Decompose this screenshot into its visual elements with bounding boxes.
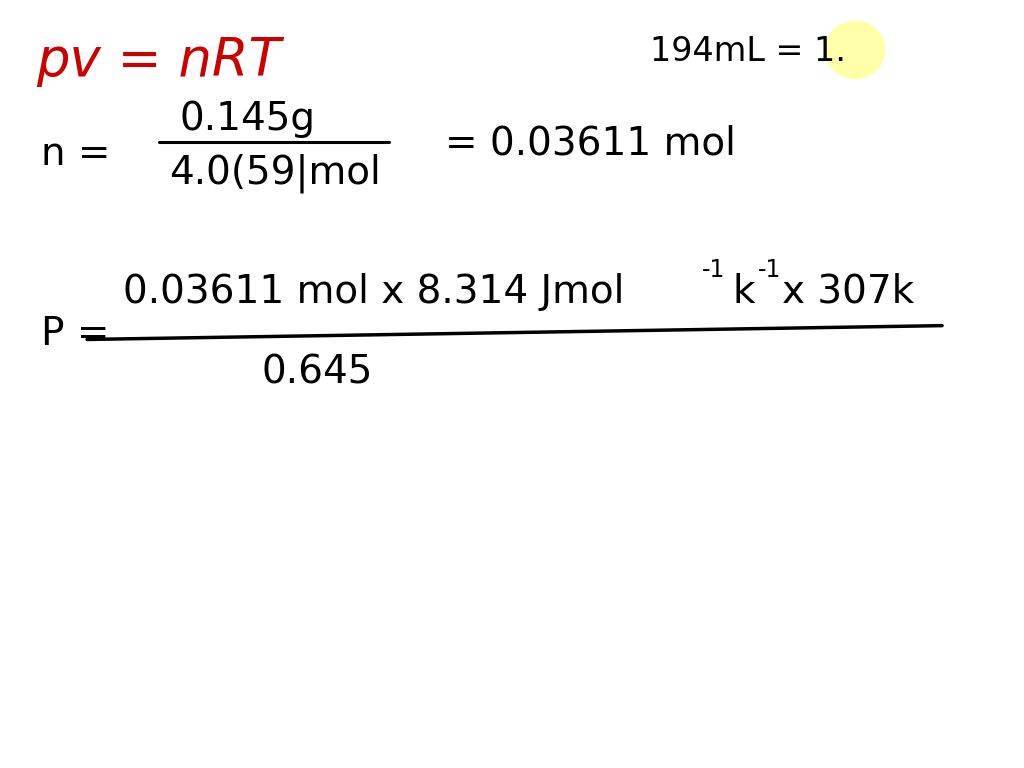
- Text: n =: n =: [41, 134, 111, 173]
- Text: 194mL = 1.: 194mL = 1.: [650, 35, 846, 68]
- Text: -1: -1: [758, 258, 781, 283]
- Text: x 307k: x 307k: [782, 273, 914, 311]
- Text: -1: -1: [701, 258, 725, 283]
- Text: 0.645: 0.645: [261, 353, 373, 392]
- Ellipse shape: [825, 22, 885, 78]
- Text: k: k: [732, 273, 755, 311]
- Text: 0.03611 mol x 8.314 Jmol: 0.03611 mol x 8.314 Jmol: [123, 273, 625, 311]
- Text: P =: P =: [41, 315, 110, 353]
- Text: 0.145g: 0.145g: [179, 100, 315, 138]
- Text: = 0.03611 mol: = 0.03611 mol: [445, 124, 736, 163]
- Text: 4.0(59|mol: 4.0(59|mol: [169, 153, 381, 193]
- Text: pv = nRT: pv = nRT: [36, 35, 281, 87]
